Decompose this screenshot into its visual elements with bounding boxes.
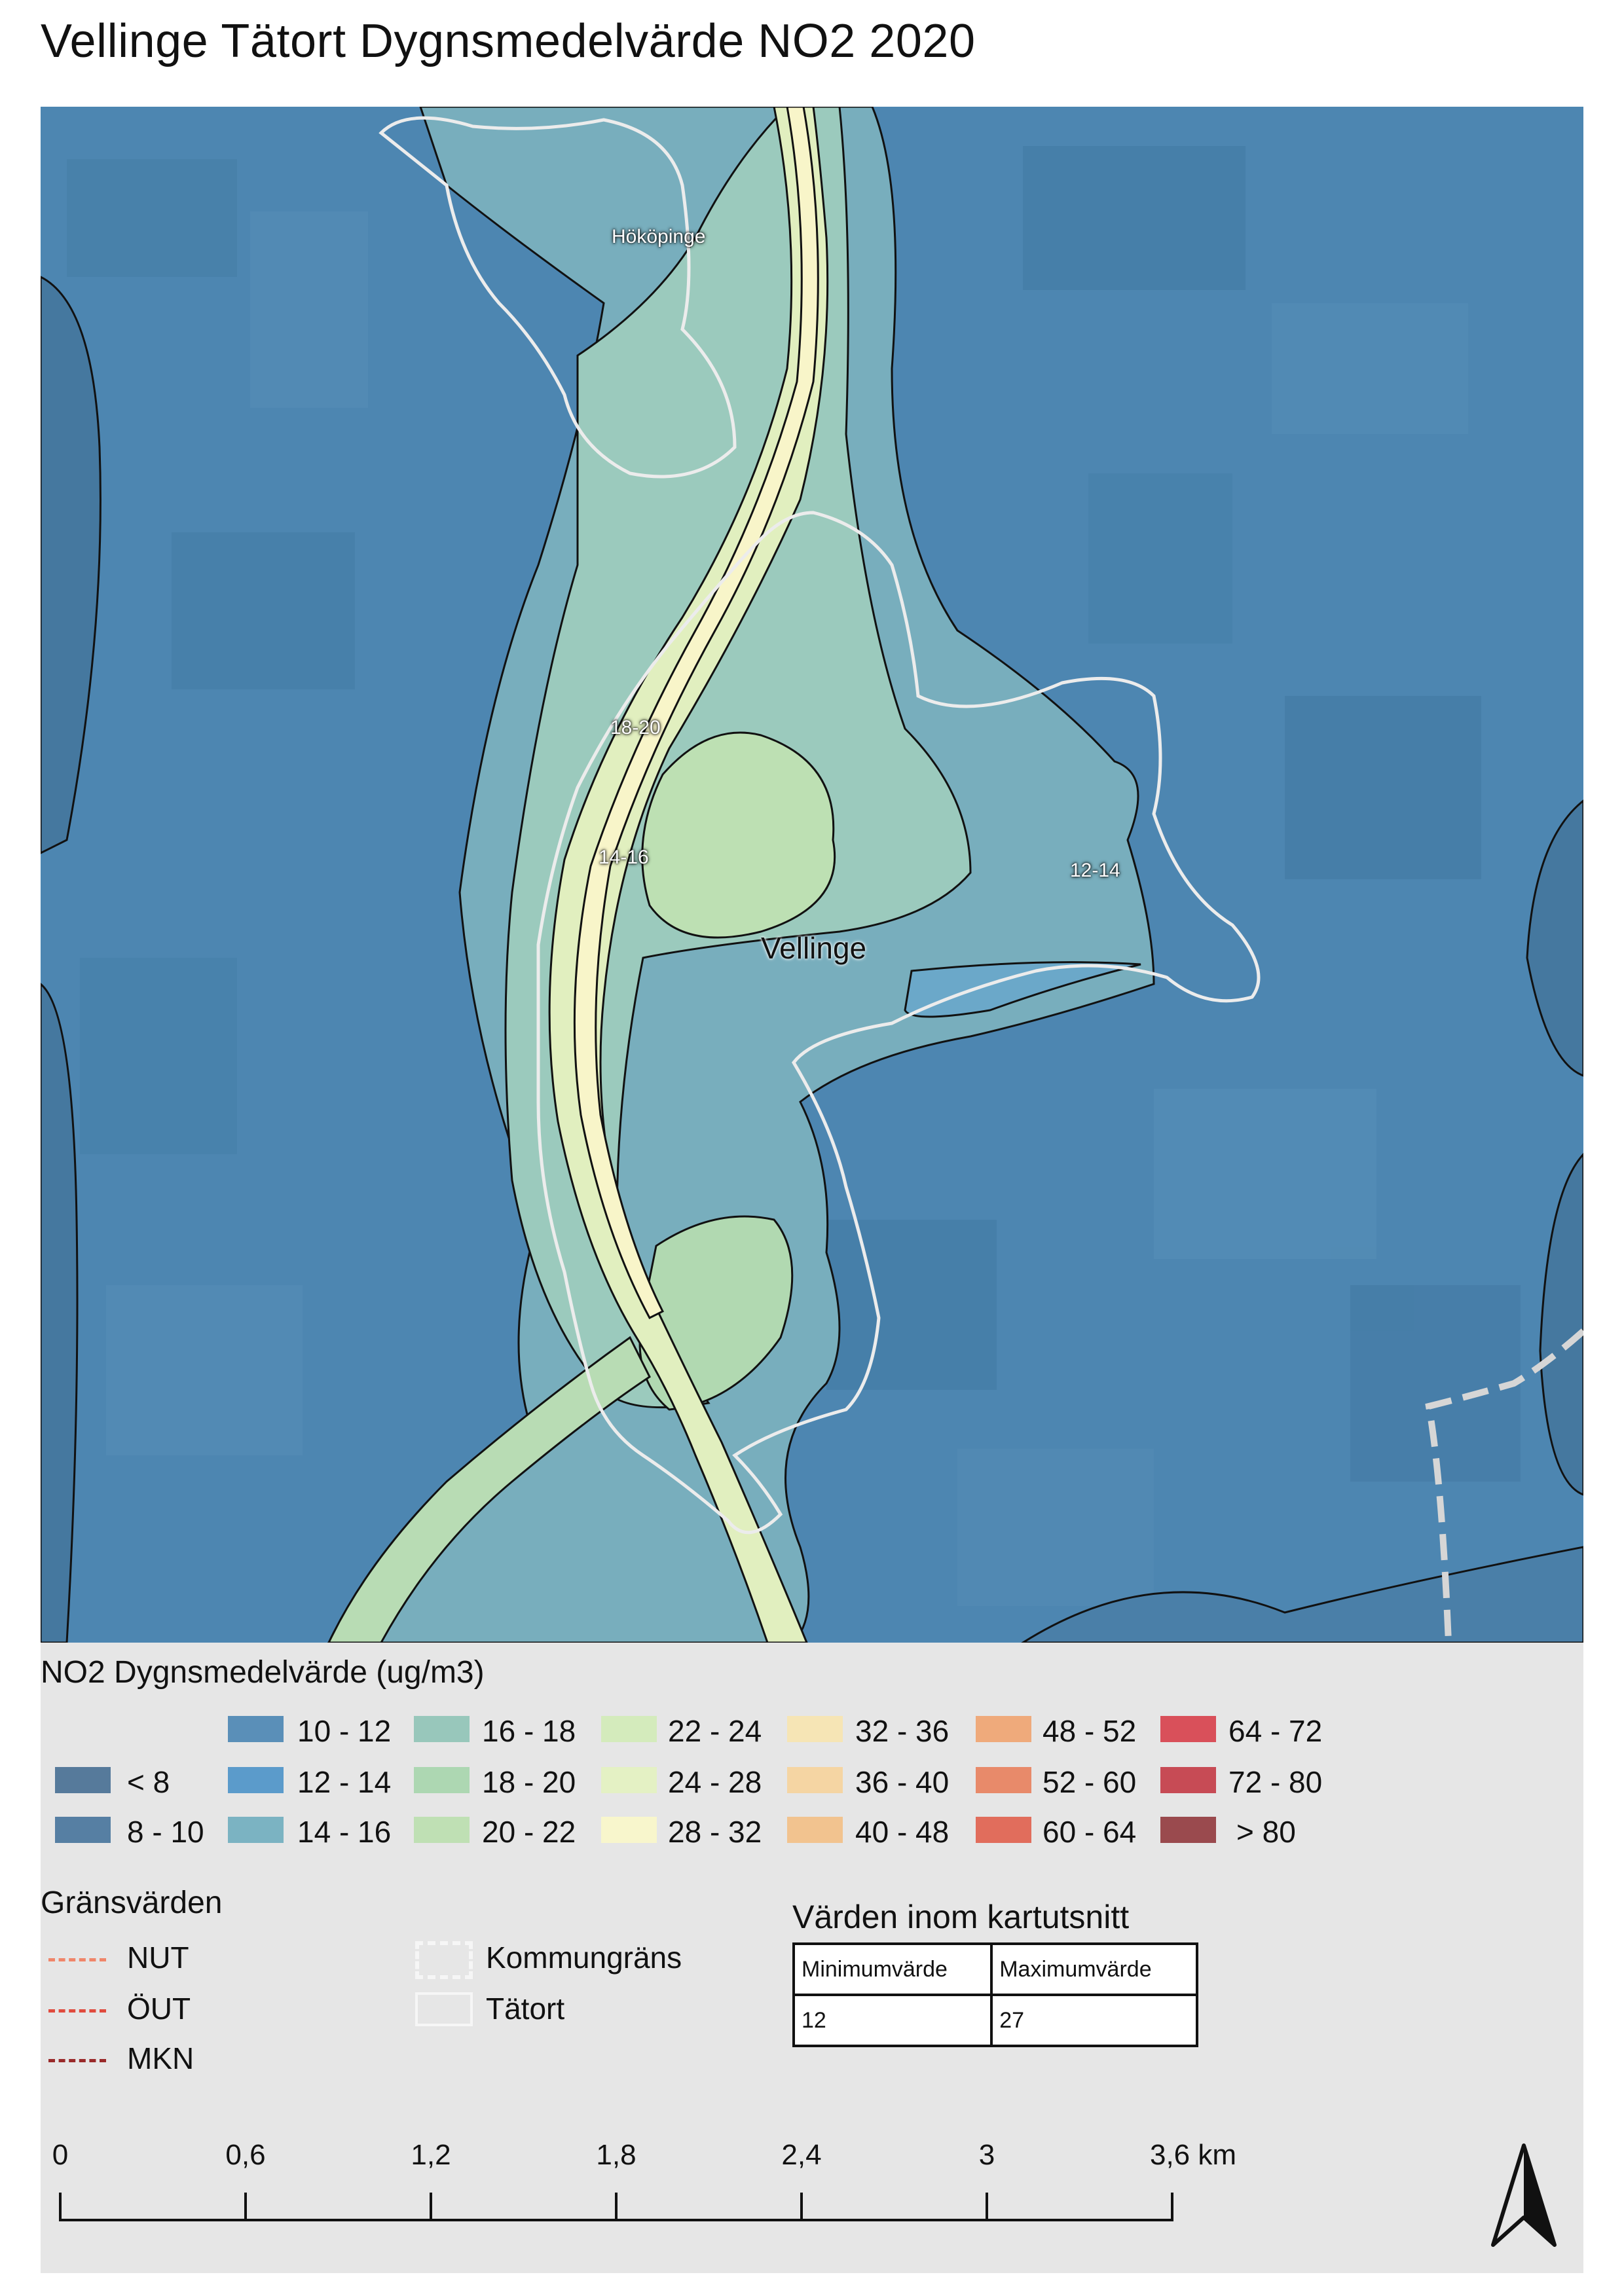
kommungrans-label: Kommungräns <box>486 1941 682 1975</box>
swatch-18-20 <box>414 1767 470 1793</box>
zone-label-18-20: 18-20 <box>610 717 661 738</box>
class-label: > 80 <box>1236 1815 1296 1849</box>
mkn-label: MKN <box>127 2041 194 2075</box>
class-label: 8 - 10 <box>127 1815 204 1849</box>
swatch-8-10 <box>55 1817 111 1843</box>
map-frame[interactable]: Hököpinge 18-20 14-16 12-14 Vellinge <box>41 107 1583 1643</box>
scale-label: 0 <box>52 2139 69 2171</box>
swatch-22-24 <box>601 1716 657 1742</box>
swatch-gt-80 <box>1160 1817 1216 1843</box>
class-label: 18 - 20 <box>482 1765 576 1799</box>
limits-title: Gränsvärden <box>41 1886 223 1920</box>
swatch-14-16 <box>228 1817 284 1843</box>
class-label: 22 - 24 <box>668 1714 762 1748</box>
class-label: 32 - 36 <box>855 1714 950 1748</box>
scale-bar <box>59 2193 1173 2221</box>
stats-table: Minimumvärde Maximumvärde 12 27 <box>792 1942 1198 2047</box>
swatch-32-36 <box>787 1716 843 1742</box>
stats-value-max: 27 <box>990 1994 1198 2047</box>
class-label: 72 - 80 <box>1228 1765 1323 1799</box>
out-line-icon <box>48 2009 106 2013</box>
swatch-28-32 <box>601 1817 657 1843</box>
class-label: < 8 <box>127 1765 170 1799</box>
swatch-60-64 <box>976 1817 1031 1843</box>
class-label: 20 - 22 <box>482 1815 576 1849</box>
swatch-10-12 <box>228 1716 284 1742</box>
class-label: 10 - 12 <box>297 1714 392 1748</box>
scale-label: 0,6 <box>225 2139 266 2171</box>
class-label: 12 - 14 <box>297 1765 392 1799</box>
class-label: 60 - 64 <box>1043 1815 1137 1849</box>
legend-title: NO2 Dygnsmedelvärde (ug/m3) <box>41 1655 485 1690</box>
field-texture <box>67 146 1521 1613</box>
scale-label: 2,4 <box>781 2139 822 2171</box>
zone-label-12-14: 12-14 <box>1070 860 1120 881</box>
stats-header-max: Maximumvärde <box>990 1942 1198 1996</box>
class-label: 28 - 32 <box>668 1815 762 1849</box>
swatch-40-48 <box>787 1817 843 1843</box>
nut-line-icon <box>48 1958 106 1961</box>
zone-label-14-16: 14-16 <box>599 847 649 868</box>
class-label: 64 - 72 <box>1228 1714 1323 1748</box>
tatort-label: Tätort <box>486 1992 565 2026</box>
tatort-outlines <box>378 116 1261 1535</box>
swatch-24-28 <box>601 1767 657 1793</box>
class-label: 24 - 28 <box>668 1765 762 1799</box>
swatch-lt-8 <box>55 1767 111 1793</box>
north-arrow-icon <box>1491 2143 1557 2247</box>
swatch-64-72 <box>1160 1716 1216 1742</box>
kommungrans-icon <box>415 1941 473 1979</box>
out-label: ÖUT <box>127 1992 191 2026</box>
legend-panel: NO2 Dygnsmedelvärde (ug/m3) < 8 8 - 10 1… <box>41 1643 1583 2273</box>
kommun-boundary <box>1425 1328 1583 1643</box>
class-label: 40 - 48 <box>855 1815 950 1849</box>
swatch-36-40 <box>787 1767 843 1793</box>
map-title: Vellinge Tätort Dygnsmedelvärde NO2 2020 <box>41 15 976 67</box>
swatch-48-52 <box>976 1716 1031 1742</box>
swatch-16-18 <box>414 1716 470 1742</box>
class-label: 36 - 40 <box>855 1765 950 1799</box>
nut-label: NUT <box>127 1941 189 1975</box>
stats-header-min: Minimumvärde <box>792 1942 993 1996</box>
swatch-20-22 <box>414 1817 470 1843</box>
scale-label: 3,6 km <box>1149 2139 1237 2171</box>
class-label: 14 - 16 <box>297 1815 392 1849</box>
class-label: 48 - 52 <box>1043 1714 1137 1748</box>
tatort-icon <box>415 1992 473 2026</box>
mkn-line-icon <box>48 2059 106 2062</box>
class-label: 52 - 60 <box>1043 1765 1137 1799</box>
swatch-52-60 <box>976 1767 1031 1793</box>
stats-value-min: 12 <box>792 1994 993 2047</box>
place-label-vellinge: Vellinge <box>761 931 867 965</box>
scale-label: 1,2 <box>411 2139 451 2171</box>
scale-label: 3 <box>978 2139 995 2171</box>
place-label-hokopinge: Hököpinge <box>612 226 706 247</box>
class-label: 16 - 18 <box>482 1714 576 1748</box>
swatch-72-80 <box>1160 1767 1216 1793</box>
no2-map[interactable] <box>41 107 1583 1643</box>
swatch-12-14 <box>228 1767 284 1793</box>
scale-label: 1,8 <box>596 2139 637 2171</box>
stats-title: Värden inom kartutsnitt <box>792 1899 1130 1935</box>
